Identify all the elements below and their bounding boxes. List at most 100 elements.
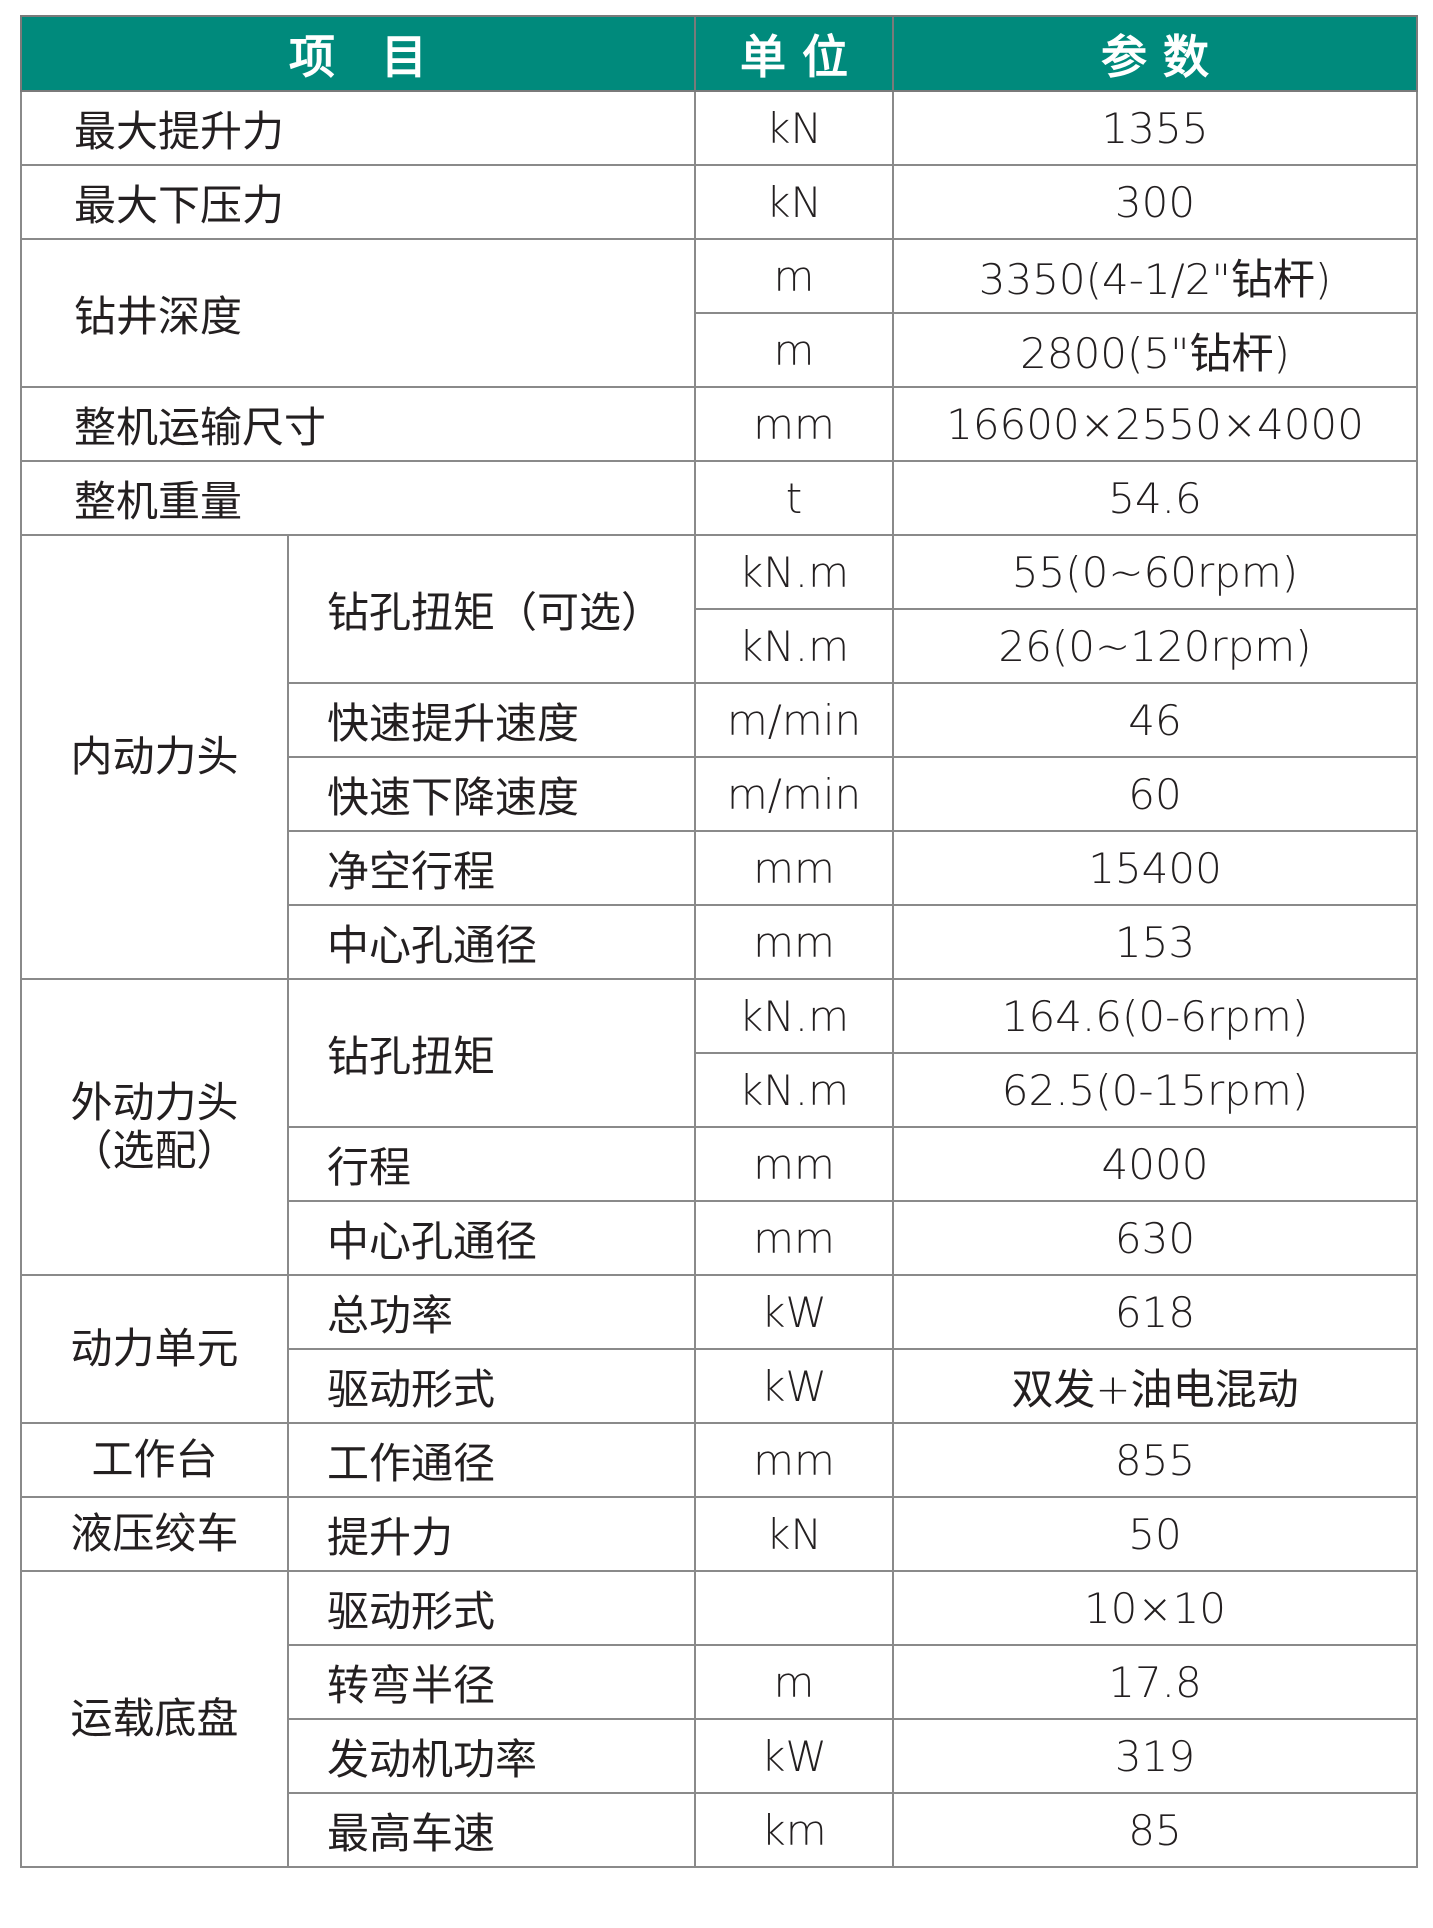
table-row: 外动力头 （选配） 钻孔扭矩 kN.m 164.6(0-6rpm) [20, 978, 1418, 1276]
table-row: 净空行程 mm 15400 [21, 830, 1418, 906]
header-value: 参 数 [892, 15, 1418, 92]
value-cell: 618 [892, 1274, 1418, 1350]
sub-item-cell: 钻孔扭矩（可选） [287, 534, 696, 684]
table-row: 动力单元 总功率 kW 618 [20, 1274, 1418, 1424]
value-cell: 17.8 [892, 1644, 1418, 1720]
item-cell: 最大下压力 [20, 164, 696, 240]
table-row: kN.m 26(0~120rpm) [21, 608, 1418, 684]
sub-item-cell: 发动机功率 [287, 1718, 696, 1794]
sub-item-cell: 净空行程 [287, 830, 696, 906]
unit-cell: mm [694, 904, 894, 980]
sub-item-cell: 钻孔扭矩 [287, 978, 696, 1128]
table-row: kN.m 62.5(0-15rpm) [21, 1052, 1418, 1128]
table-row: m 2800(5"钻杆) [21, 312, 1418, 388]
unit-cell: mm [694, 386, 894, 462]
unit-cell: mm [694, 1200, 894, 1276]
table-row: 行程 mm 4000 [21, 1126, 1418, 1202]
unit-cell: kN.m [694, 978, 894, 1054]
unit-cell: mm [694, 830, 894, 906]
sub-item-cell: 转弯半径 [287, 1644, 696, 1720]
group-cell: 液压绞车 [20, 1496, 289, 1572]
sub-item-cell: 驱动形式 [287, 1570, 696, 1646]
spec-table: 项 目 单 位 参 数 最大提升力 kN 1355 最大下压力 kN 300 钻井深度 m 33… [20, 15, 1418, 1868]
unit-cell: kW [694, 1274, 894, 1350]
group-cell: 内动力头 [20, 534, 289, 980]
sub-item-cell: 行程 [287, 1126, 696, 1202]
sub-item-cell: 总功率 [287, 1274, 696, 1350]
sub-item-cell: 快速提升速度 [287, 682, 696, 758]
table-row: 最大提升力 kN 1355 [20, 90, 1418, 166]
value-cell: 55(0~60rpm) [892, 534, 1418, 610]
group-cell: 工作台 [20, 1422, 289, 1498]
unit-cell: mm [694, 1126, 894, 1202]
value-cell: 855 [892, 1422, 1418, 1498]
table-row: 整机重量 t 54.6 [20, 460, 1418, 536]
unit-cell [694, 1570, 894, 1646]
sub-item-cell: 工作通径 [287, 1422, 696, 1498]
value-cell: 85 [892, 1792, 1418, 1868]
table-row: 钻井深度 m 3350(4-1/2"钻杆) [20, 238, 1418, 388]
value-cell: 4000 [892, 1126, 1418, 1202]
unit-cell: kW [694, 1348, 894, 1424]
table-row: 运载底盘 驱动形式 10×10 [20, 1570, 1418, 1868]
value-cell: 62.5(0-15rpm) [892, 1052, 1418, 1128]
table-row: 液压绞车 提升力 kN 50 [20, 1496, 1418, 1572]
unit-cell: m [694, 238, 894, 314]
value-cell: 46 [892, 682, 1418, 758]
value-cell: 54.6 [892, 460, 1418, 536]
table-row: 转弯半径 m 17.8 [21, 1644, 1418, 1720]
table-row: 工作台 工作通径 mm 855 [20, 1422, 1418, 1498]
item-cell: 整机运输尺寸 [20, 386, 696, 462]
unit-cell: m/min [694, 756, 894, 832]
value-cell: 319 [892, 1718, 1418, 1794]
value-cell: 153 [892, 904, 1418, 980]
unit-cell: m/min [694, 682, 894, 758]
value-cell: 15400 [892, 830, 1418, 906]
table-row: 驱动形式 kW 双发+油电混动 [21, 1348, 1418, 1424]
unit-cell: m [694, 1644, 894, 1720]
unit-cell: kN [694, 90, 894, 166]
value-cell: 16600×2550×4000 [892, 386, 1418, 462]
table-row: 快速提升速度 m/min 46 [21, 682, 1418, 758]
table-row: 内动力头 钻孔扭矩（可选） kN.m 55(0~60rpm) [20, 534, 1418, 980]
header-item: 项 目 [20, 15, 696, 92]
value-cell: 50 [892, 1496, 1418, 1572]
value-cell: 164.6(0-6rpm) [892, 978, 1418, 1054]
unit-cell: mm [694, 1422, 894, 1498]
unit-cell: km [694, 1792, 894, 1868]
sub-item-cell: 提升力 [287, 1496, 696, 1572]
unit-cell: kW [694, 1718, 894, 1794]
sub-item-cell: 中心孔通径 [287, 904, 696, 980]
value-cell: 1355 [892, 90, 1418, 166]
sub-item-cell: 快速下降速度 [287, 756, 696, 832]
unit-cell: kN.m [694, 534, 894, 610]
sub-item-cell: 驱动形式 [287, 1348, 696, 1424]
table-row: 最高车速 km 85 [21, 1792, 1418, 1868]
table-row: 发动机功率 kW 319 [21, 1718, 1418, 1794]
value-cell: 2800(5"钻杆) [892, 312, 1418, 388]
unit-cell: m [694, 312, 894, 388]
item-cell: 钻井深度 [20, 238, 696, 388]
table-row: 中心孔通径 mm 630 [21, 1200, 1418, 1276]
header-unit: 单 位 [694, 15, 894, 92]
value-cell: 10×10 [892, 1570, 1418, 1646]
value-cell: 3350(4-1/2"钻杆) [892, 238, 1418, 314]
unit-cell: kN [694, 1496, 894, 1572]
value-cell: 60 [892, 756, 1418, 832]
group-cell: 运载底盘 [20, 1570, 289, 1868]
group-cell: 动力单元 [20, 1274, 289, 1424]
item-cell: 整机重量 [20, 460, 696, 536]
value-cell: 300 [892, 164, 1418, 240]
unit-cell: t [694, 460, 894, 536]
sub-item-cell: 最高车速 [287, 1792, 696, 1868]
unit-cell: kN.m [694, 1052, 894, 1128]
item-cell: 最大提升力 [20, 90, 696, 166]
unit-cell: kN.m [694, 608, 894, 684]
sub-item-cell: 中心孔通径 [287, 1200, 696, 1276]
table-row: 整机运输尺寸 mm 16600×2550×4000 [20, 386, 1418, 462]
value-cell: 630 [892, 1200, 1418, 1276]
table-row: 最大下压力 kN 300 [20, 164, 1418, 240]
group-cell: 外动力头 （选配） [20, 978, 289, 1276]
value-cell: 26(0~120rpm) [892, 608, 1418, 684]
unit-cell: kN [694, 164, 894, 240]
